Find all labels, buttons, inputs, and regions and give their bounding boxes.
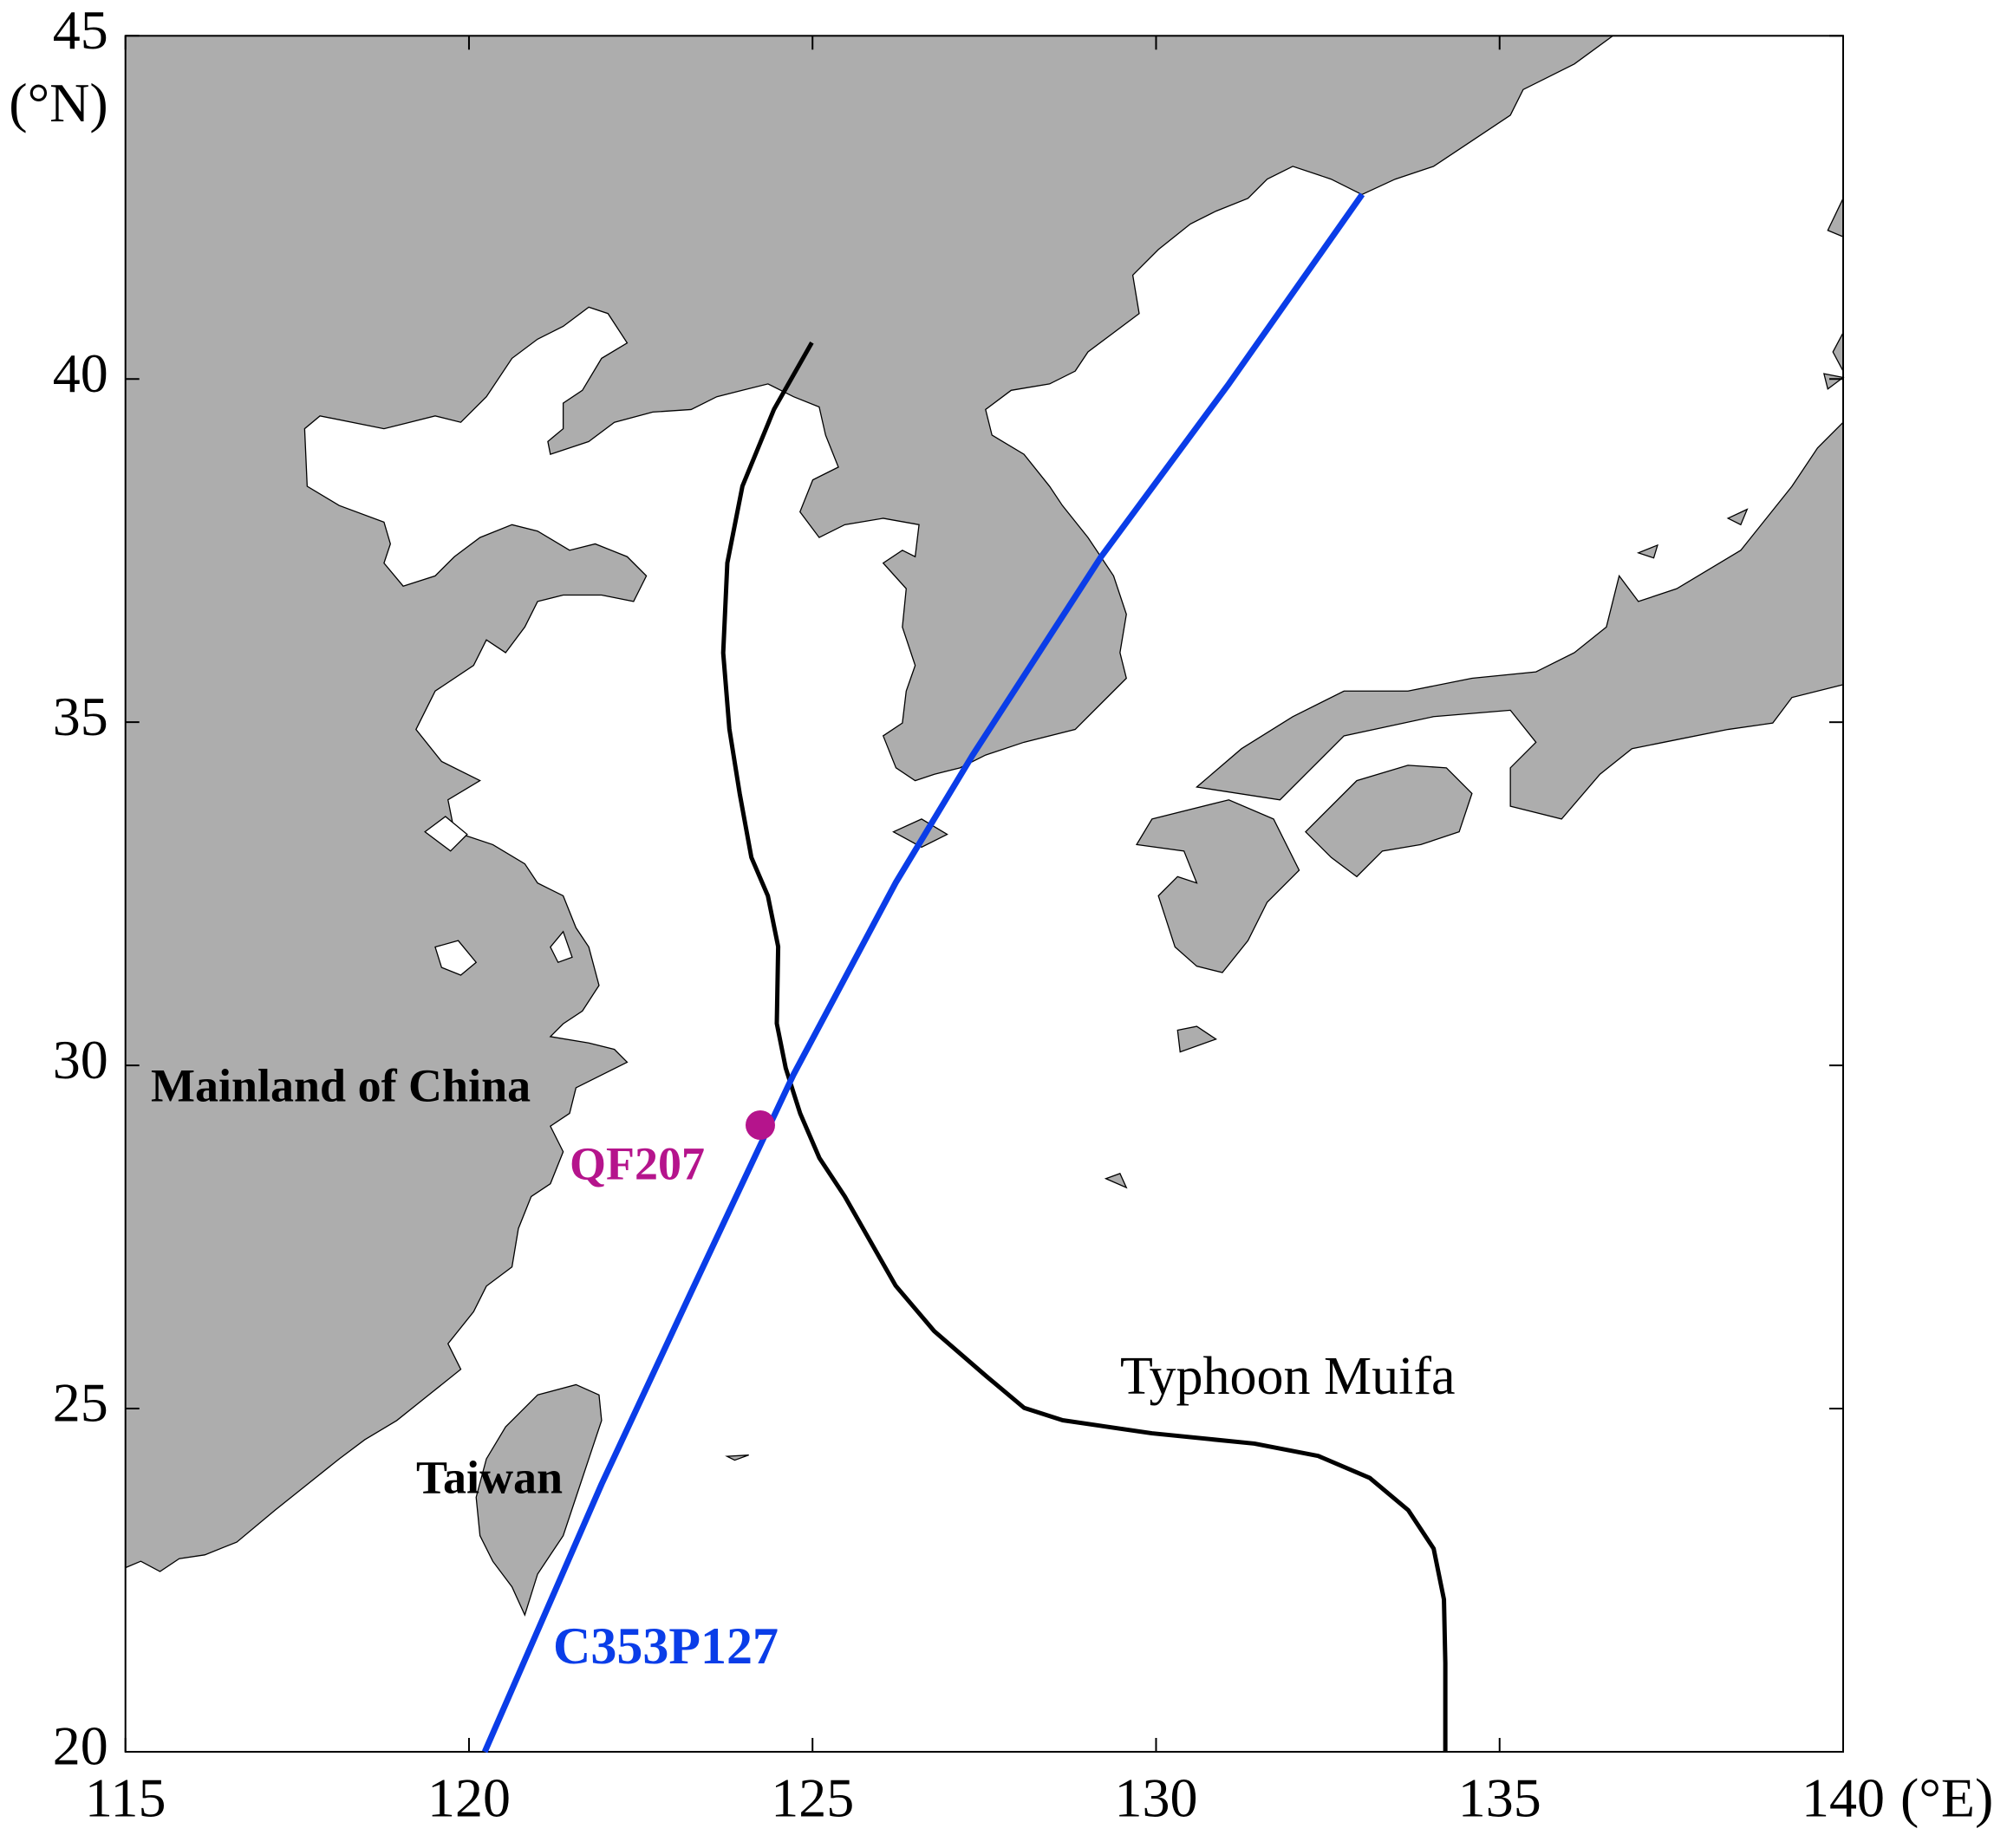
x-tick-label: 120 xyxy=(427,1767,511,1829)
lake xyxy=(551,932,572,962)
x-tick-label: 115 xyxy=(85,1767,166,1829)
track-label: Typhoon Muifa xyxy=(1120,1347,1456,1406)
y-tick-label: 45 xyxy=(53,0,108,61)
mainland-asia xyxy=(126,36,1613,1571)
hokkaido xyxy=(1828,198,1843,237)
y-tick-label: 30 xyxy=(53,1029,108,1090)
track-line xyxy=(481,192,1365,1754)
jeju xyxy=(894,819,948,847)
x-axis-label: (°E) xyxy=(1900,1767,1993,1829)
shikoku xyxy=(1306,765,1472,876)
island xyxy=(727,1455,749,1461)
station-label: QF207 xyxy=(570,1137,705,1189)
kyushu xyxy=(1137,800,1300,973)
honshu xyxy=(1196,422,1843,819)
track-label: C353P127 xyxy=(553,1617,779,1675)
x-tick-label: 140 xyxy=(1802,1767,1885,1829)
island xyxy=(1833,333,1843,371)
x-tick-label: 125 xyxy=(771,1767,854,1829)
y-tick-label: 20 xyxy=(53,1715,108,1777)
land-layer xyxy=(126,36,1843,1615)
y-tick-label: 35 xyxy=(53,686,108,747)
taiwan xyxy=(476,1384,602,1615)
y-tick-label: 40 xyxy=(53,342,108,404)
island xyxy=(1728,510,1747,525)
track-line xyxy=(720,342,1448,1752)
x-tick-label: 130 xyxy=(1114,1767,1197,1829)
station-point xyxy=(745,1110,775,1141)
island xyxy=(1639,545,1658,558)
annotation: Mainland of China xyxy=(151,1059,531,1111)
x-tick-label: 135 xyxy=(1458,1767,1541,1829)
tsushima xyxy=(1177,1026,1215,1052)
island xyxy=(1106,1174,1127,1188)
island xyxy=(1824,374,1843,389)
y-axis-label: (°N) xyxy=(9,72,108,133)
lake xyxy=(435,940,476,975)
plot-frame xyxy=(124,35,1845,1753)
y-tick-label: 25 xyxy=(53,1372,108,1434)
annotation: Taiwan xyxy=(416,1451,563,1503)
lake xyxy=(425,817,467,851)
